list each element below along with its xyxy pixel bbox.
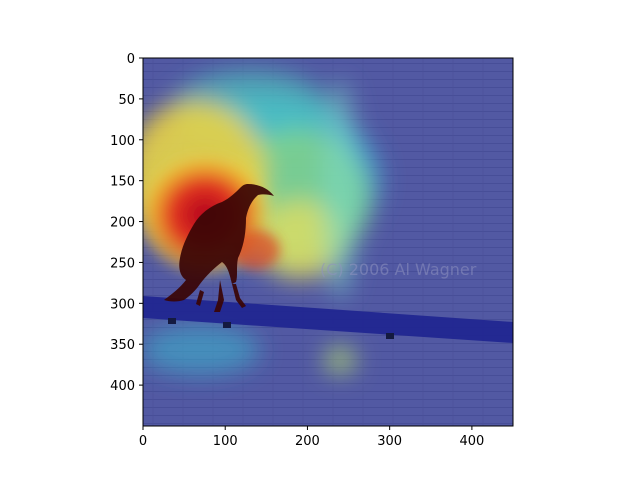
heat-lower-spot <box>324 346 356 374</box>
rail-beam <box>143 296 513 343</box>
x-tick-label: 300 <box>377 434 402 449</box>
y-tick-label: 150 <box>110 175 135 190</box>
y-tick-label: 0 <box>127 52 135 67</box>
rail-bolt-mid <box>223 322 231 328</box>
x-axis: 0 100 200 300 400 <box>139 426 484 449</box>
axes-frame <box>142 57 514 427</box>
y-axis: 0 50 100 150 200 250 300 350 400 <box>110 52 143 394</box>
y-tick-label: 250 <box>110 256 135 271</box>
x-tick-label: 100 <box>213 434 238 449</box>
plot-area: (C) 2006 Al Wagner <box>143 58 513 426</box>
y-tick-label: 300 <box>110 297 135 312</box>
y-tick-label: 50 <box>118 93 135 108</box>
heat-cyan-column <box>322 80 358 300</box>
y-tick-label: 350 <box>110 338 135 353</box>
heat-yellow-center <box>255 200 345 280</box>
x-tick-label: 200 <box>295 434 320 449</box>
crow-silhouette <box>164 184 274 312</box>
rail-bolt-left <box>168 318 176 324</box>
x-tick-label: 400 <box>459 434 484 449</box>
y-tick-label: 400 <box>110 379 135 394</box>
heat-lower-cyan <box>143 325 260 375</box>
watermark-text: (C) 2006 Al Wagner <box>320 260 477 279</box>
y-tick-label: 200 <box>110 216 135 231</box>
y-tick-label: 100 <box>110 134 135 149</box>
x-tick-label: 0 <box>139 434 147 449</box>
rail-bolt-right <box>386 333 394 339</box>
